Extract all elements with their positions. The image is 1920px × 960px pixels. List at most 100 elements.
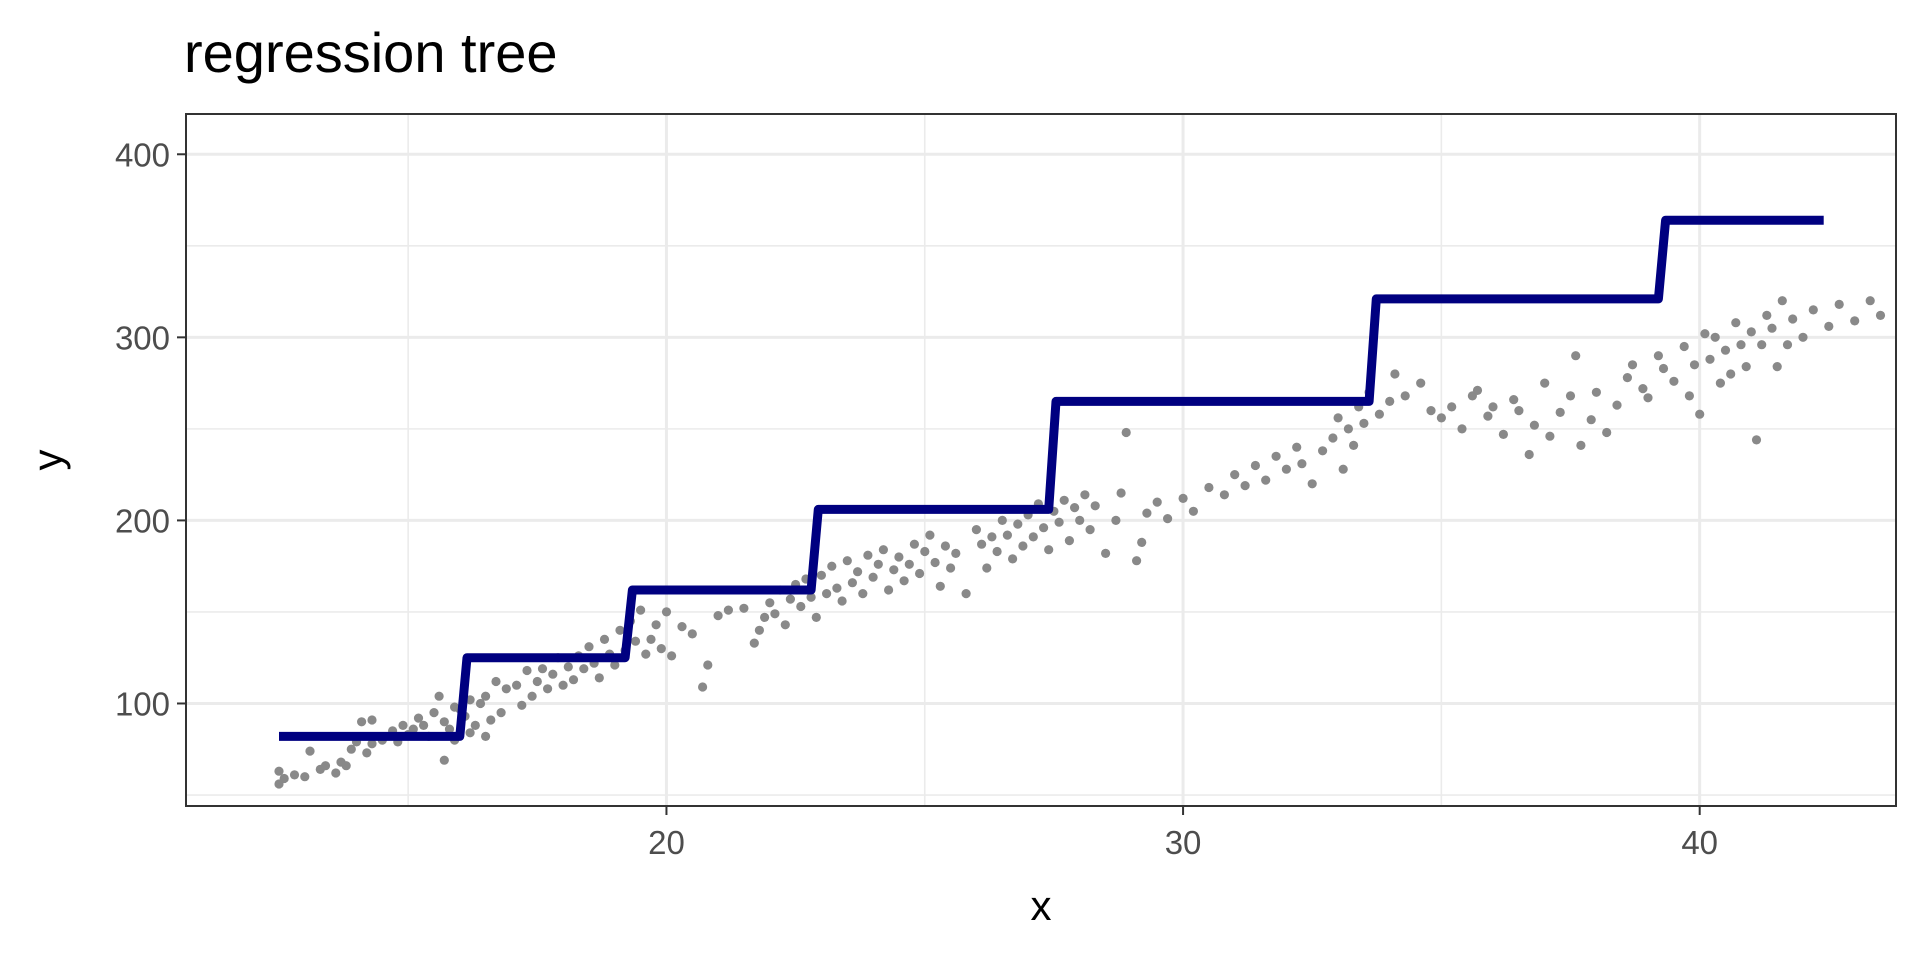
data-point bbox=[961, 589, 971, 599]
data-point bbox=[667, 651, 677, 661]
data-point bbox=[548, 669, 558, 679]
data-point bbox=[1121, 427, 1131, 438]
x-axis-title: x bbox=[1031, 882, 1052, 929]
data-point bbox=[853, 567, 863, 577]
data-point bbox=[656, 644, 666, 654]
data-point bbox=[1762, 310, 1772, 320]
data-point bbox=[1865, 296, 1875, 306]
data-point bbox=[1292, 442, 1302, 452]
data-point bbox=[1059, 495, 1069, 505]
data-point bbox=[558, 680, 568, 690]
data-point bbox=[1751, 435, 1762, 445]
data-point bbox=[1080, 490, 1090, 500]
data-point bbox=[1736, 340, 1746, 350]
data-point bbox=[1808, 305, 1818, 315]
data-point bbox=[1230, 470, 1240, 480]
data-point bbox=[1731, 318, 1741, 328]
data-point bbox=[584, 642, 594, 652]
data-point bbox=[754, 625, 765, 635]
data-point bbox=[868, 572, 878, 582]
data-point bbox=[904, 559, 914, 569]
data-point bbox=[1643, 393, 1653, 403]
data-point bbox=[1400, 391, 1410, 401]
data-point bbox=[1013, 519, 1023, 529]
data-point bbox=[1333, 413, 1343, 423]
data-point bbox=[1524, 449, 1534, 460]
data-point bbox=[1039, 523, 1049, 533]
data-point bbox=[408, 724, 418, 734]
data-point bbox=[1514, 406, 1524, 416]
data-point bbox=[630, 636, 641, 646]
y-tick-label: 300 bbox=[115, 319, 170, 356]
data-point bbox=[517, 700, 527, 710]
data-point bbox=[1689, 360, 1700, 370]
data-point bbox=[1658, 363, 1669, 374]
data-point bbox=[1070, 503, 1080, 513]
y-tick-label: 200 bbox=[115, 502, 170, 539]
data-point bbox=[909, 539, 920, 549]
data-point bbox=[1777, 296, 1787, 306]
data-point bbox=[899, 576, 909, 586]
data-point bbox=[1726, 369, 1736, 379]
data-point bbox=[1219, 490, 1229, 500]
panel-border bbox=[185, 113, 1897, 807]
data-point bbox=[915, 568, 925, 579]
data-point bbox=[481, 691, 491, 701]
data-point bbox=[444, 724, 455, 734]
data-point bbox=[1297, 459, 1307, 469]
data-point bbox=[1705, 354, 1715, 364]
data-point bbox=[320, 761, 331, 771]
data-point bbox=[1571, 351, 1581, 361]
data-point bbox=[703, 660, 713, 670]
data-point bbox=[1390, 369, 1400, 379]
data-point bbox=[651, 620, 661, 630]
data-point bbox=[677, 622, 687, 632]
data-point bbox=[1741, 362, 1751, 372]
data-point bbox=[806, 592, 816, 602]
data-point bbox=[413, 713, 424, 723]
data-point bbox=[889, 565, 899, 575]
data-point bbox=[1075, 515, 1085, 526]
data-point bbox=[1875, 310, 1886, 320]
data-point bbox=[1653, 351, 1663, 361]
data-point bbox=[1008, 554, 1018, 564]
data-point bbox=[1772, 362, 1782, 372]
data-point bbox=[827, 561, 837, 571]
data-point bbox=[1472, 385, 1483, 395]
data-point bbox=[894, 552, 904, 562]
x-tick-label: 40 bbox=[1681, 824, 1718, 861]
data-point bbox=[1529, 420, 1539, 430]
data-point bbox=[785, 594, 796, 604]
data-point bbox=[1483, 411, 1493, 421]
data-point bbox=[646, 634, 656, 645]
data-point bbox=[1250, 460, 1260, 471]
data-point bbox=[1638, 384, 1648, 394]
data-point bbox=[579, 664, 589, 674]
data-point bbox=[1044, 545, 1054, 555]
data-point bbox=[1576, 440, 1586, 450]
data-point bbox=[434, 691, 444, 701]
data-point bbox=[842, 556, 852, 566]
data-point bbox=[1178, 493, 1188, 503]
data-point bbox=[1281, 464, 1291, 474]
data-point bbox=[563, 662, 573, 672]
data-point bbox=[1700, 329, 1710, 339]
data-point bbox=[1850, 316, 1860, 326]
data-point bbox=[1374, 409, 1384, 419]
data-point bbox=[661, 607, 672, 617]
data-point bbox=[837, 596, 847, 606]
data-point bbox=[1152, 497, 1162, 507]
data-point bbox=[1540, 378, 1550, 388]
data-point bbox=[1457, 424, 1467, 434]
data-point bbox=[884, 585, 894, 595]
data-point bbox=[1204, 482, 1214, 493]
data-point bbox=[1240, 481, 1250, 491]
data-point bbox=[1612, 400, 1622, 410]
data-point bbox=[594, 673, 604, 683]
data-point bbox=[780, 620, 790, 630]
data-point bbox=[1824, 321, 1834, 331]
data-point bbox=[1695, 409, 1705, 419]
data-point bbox=[858, 589, 868, 599]
data-point bbox=[568, 675, 579, 685]
data-point bbox=[1132, 556, 1142, 566]
